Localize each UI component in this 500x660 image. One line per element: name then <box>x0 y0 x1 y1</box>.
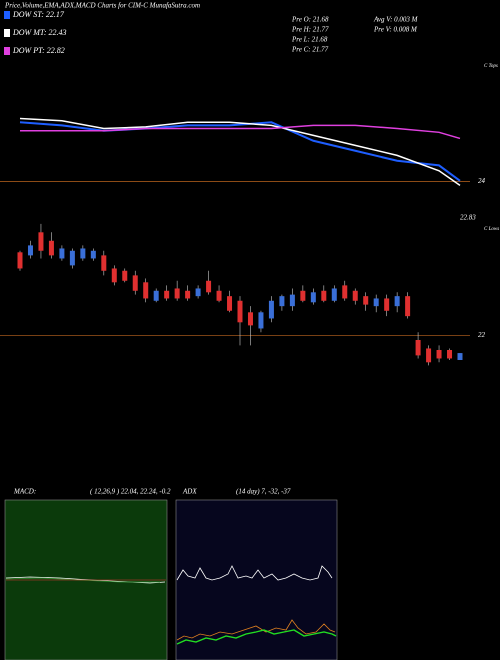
candle-body <box>394 296 400 307</box>
candle-body <box>310 292 316 303</box>
candle-body <box>132 275 138 291</box>
legend-label: DOW ST: 22.17 <box>12 10 65 19</box>
candle-body <box>38 232 44 251</box>
macd-label: MACD: <box>13 488 36 496</box>
adx-line <box>176 565 333 581</box>
candle-body <box>352 290 358 301</box>
candle-body <box>384 298 390 311</box>
legend-swatch <box>4 11 10 19</box>
adx-panel <box>175 499 338 660</box>
macd-line <box>5 576 166 584</box>
info: Pre L: 21.68 <box>291 36 328 44</box>
candle-body <box>185 290 191 299</box>
candle-body <box>342 285 348 299</box>
candle-body <box>289 294 295 307</box>
info: Avg V: 0.003 M <box>373 16 419 24</box>
candle-body <box>237 300 243 323</box>
legend-swatch <box>4 29 10 37</box>
candle-body <box>247 312 253 326</box>
candle-body <box>122 270 128 281</box>
candle-body <box>300 290 306 301</box>
legend-label: DOW PT: 22.82 <box>12 46 65 55</box>
candle-body <box>69 250 75 266</box>
legend-swatch <box>4 47 10 55</box>
candle-body <box>268 300 274 319</box>
info: Pre V: 0.008 M <box>373 26 418 34</box>
candle-body <box>216 290 222 301</box>
candle-body <box>436 350 442 359</box>
y-tick-label: 22 <box>478 331 486 339</box>
candle-body <box>195 288 201 297</box>
annotation: C Lows <box>484 227 499 232</box>
ema-line <box>19 117 461 187</box>
ema-line <box>20 124 461 140</box>
candle-body <box>331 288 337 301</box>
candle-body <box>27 245 33 256</box>
candle-body <box>48 240 54 256</box>
y-tick-label: 24 <box>478 177 486 185</box>
chart-title: Price,Volume,EMA,ADX,MACD Charts for CIM… <box>4 2 200 10</box>
candle-body <box>258 312 264 329</box>
candle-body <box>405 296 411 317</box>
candle-body <box>111 268 117 283</box>
plus-di <box>176 629 337 645</box>
candle-body <box>447 350 453 359</box>
info: Pre O: 21.68 <box>291 16 329 24</box>
candle-body <box>101 255 107 271</box>
adx-params: (14 day) 7, -32, -37 <box>236 488 291 496</box>
annotation: 22.83 <box>460 214 476 222</box>
candle-body <box>164 290 170 299</box>
info: Pre H: 21.77 <box>291 26 329 34</box>
minus-di <box>176 619 336 641</box>
candle-body <box>17 252 23 269</box>
candle-body <box>206 280 212 293</box>
candle-body <box>373 298 379 307</box>
adx-label: ADX <box>182 488 197 496</box>
candle-body <box>90 250 96 259</box>
candle-body <box>143 282 149 299</box>
macd-params: ( 12,26,9 ) 22.04, 22.24, -0.2 <box>90 488 171 496</box>
annotation: C Tops <box>484 64 498 69</box>
candle-body <box>80 248 86 259</box>
candle-body <box>174 288 180 299</box>
info: Pre C: 21.77 <box>291 46 329 54</box>
candle-body <box>59 248 65 259</box>
candle-body <box>426 348 432 363</box>
candle-body <box>153 290 159 301</box>
candle-body <box>227 296 233 311</box>
candle-body <box>279 296 285 307</box>
legend-label: DOW MT: 22.43 <box>12 28 67 37</box>
candle-body <box>457 353 463 360</box>
candle-body <box>363 296 369 305</box>
candle-body <box>321 290 327 301</box>
candle-body <box>415 340 421 356</box>
